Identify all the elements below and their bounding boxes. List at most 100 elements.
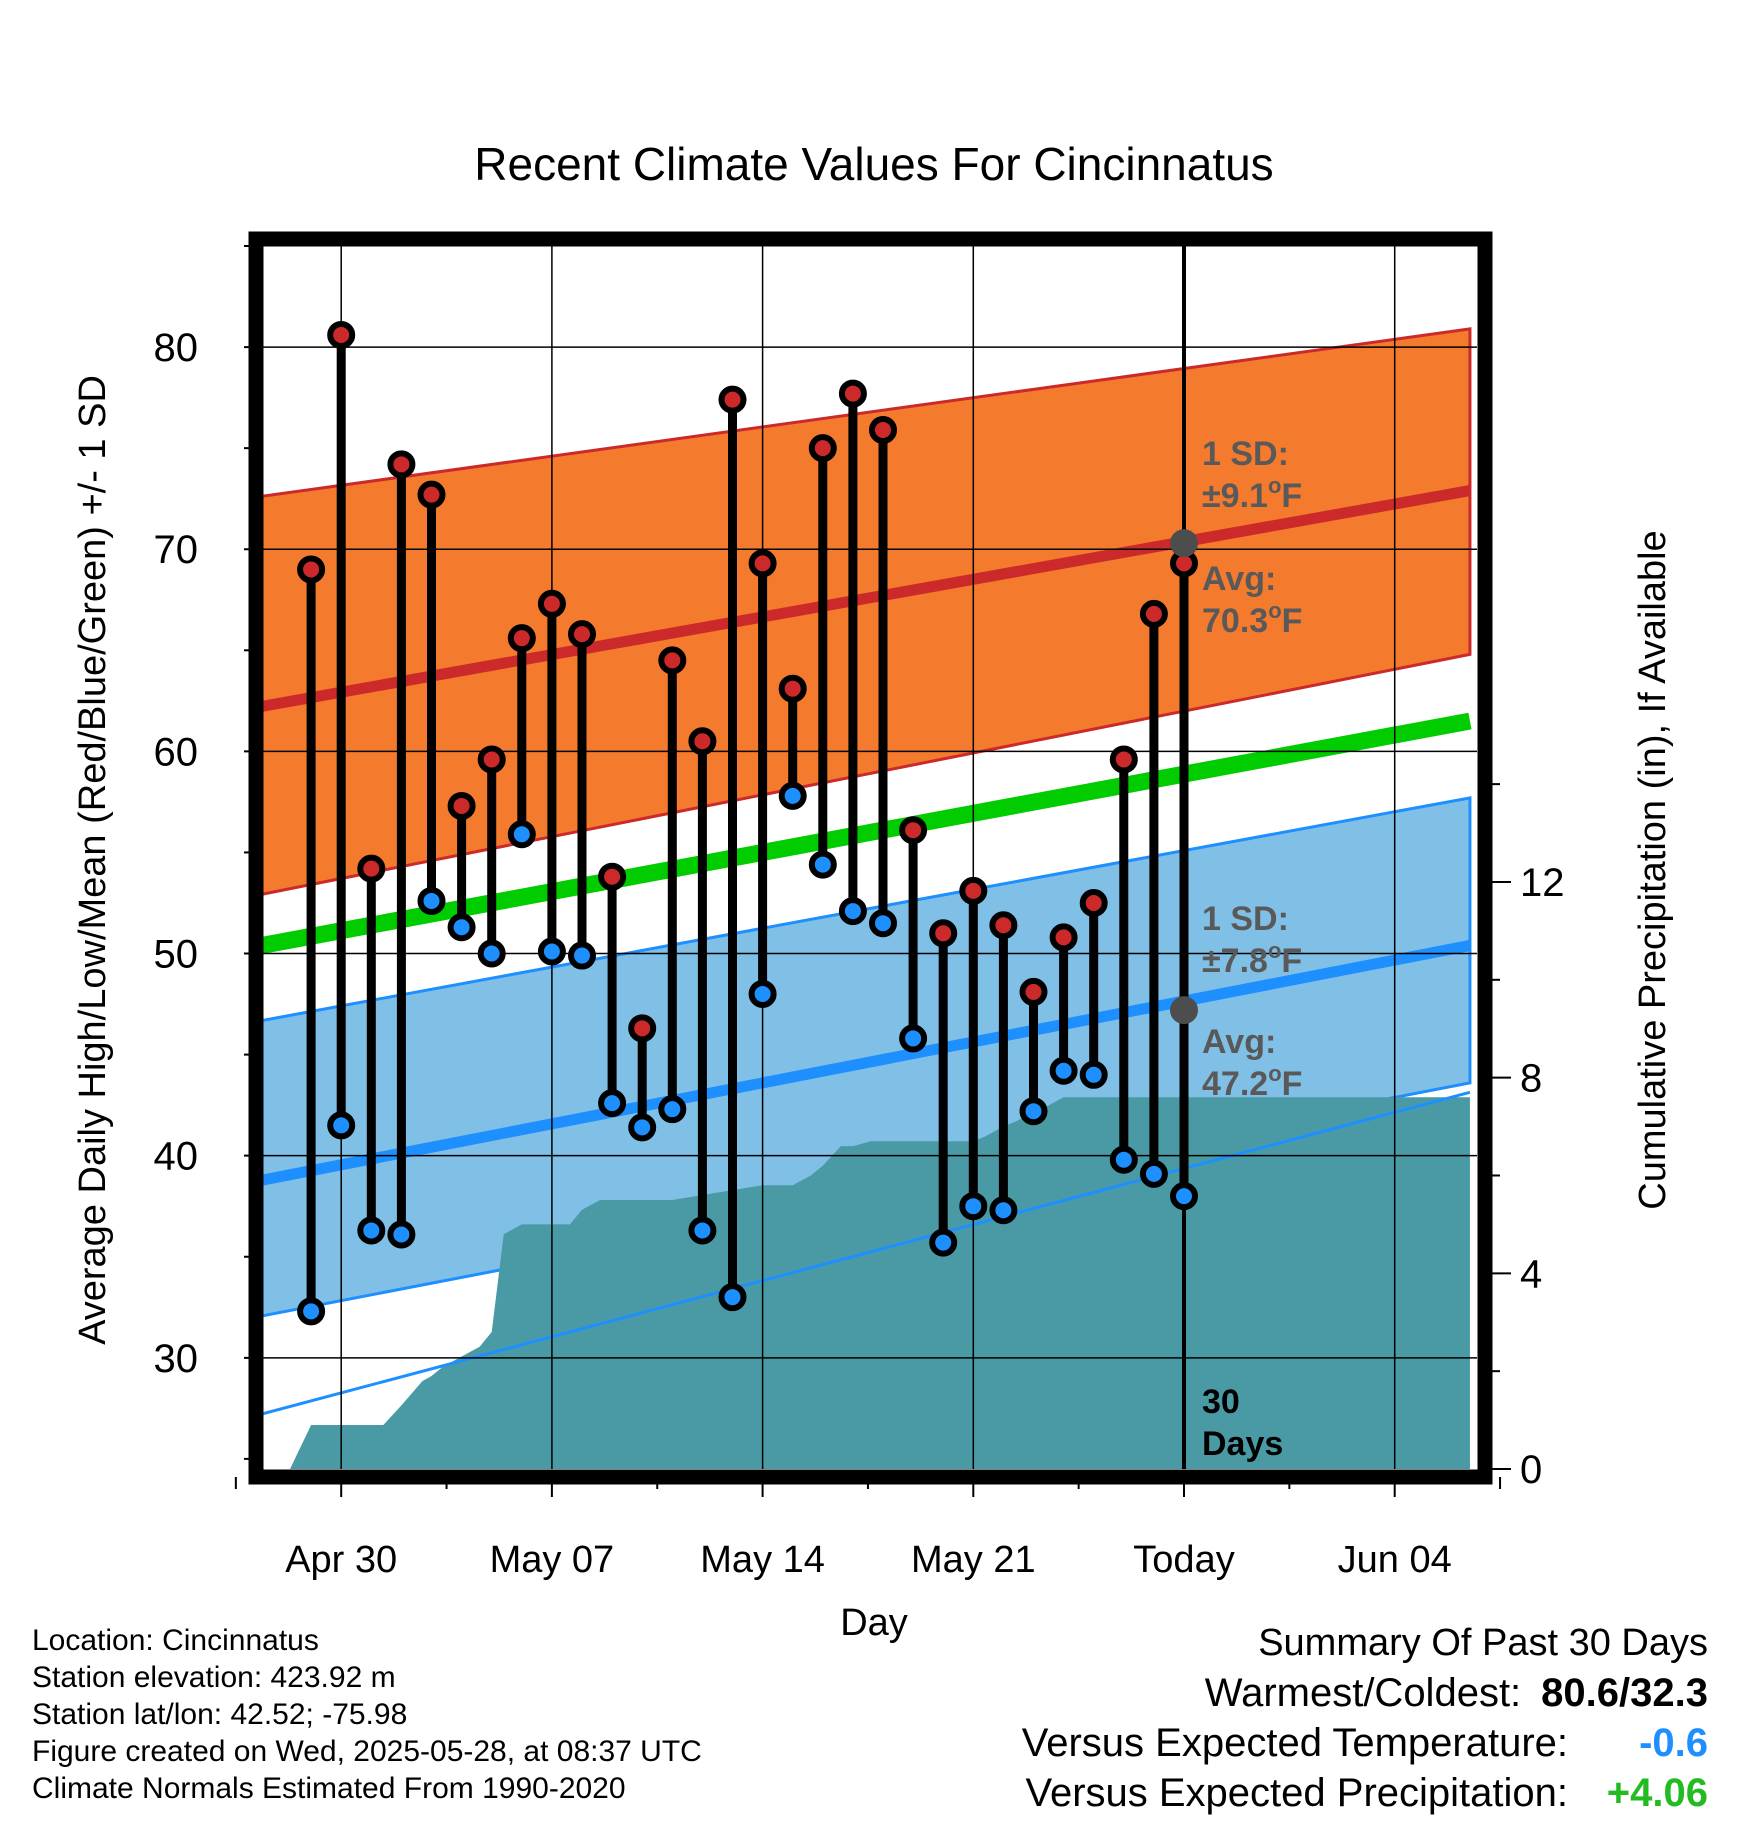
low-point: [568, 941, 596, 970]
low-point: [1170, 1182, 1198, 1211]
high-point: [748, 549, 777, 578]
high-point: [1109, 745, 1138, 774]
today-days-label: Days: [1202, 1425, 1283, 1463]
low-point: [417, 886, 446, 915]
high-sd-label-line1: 1 SD:: [1202, 435, 1289, 473]
low-point: [507, 820, 536, 849]
low-point: [838, 897, 867, 926]
high-point: [447, 791, 476, 820]
low-point: [778, 781, 807, 810]
y-axis-label-left: Average Daily High/Low/Mean (Red/Blue/Gr…: [72, 375, 114, 1345]
high-point: [568, 620, 596, 649]
low-sd-band: [263, 796, 1472, 1318]
chart-title: Recent Climate Values For Cincinnatus: [474, 138, 1273, 190]
high-point: [688, 727, 717, 756]
low-point: [387, 1220, 416, 1249]
y-left-tick-label: 50: [154, 933, 199, 977]
high-point: [899, 816, 928, 845]
y-axis-label-right: Cumulative Precipitation (in), If Availa…: [1632, 530, 1674, 1209]
low-point: [1109, 1145, 1138, 1174]
high-point: [778, 674, 807, 703]
high-point: [989, 911, 1018, 940]
low-point: [537, 937, 566, 966]
info-normals: Climate Normals Estimated From 1990-2020: [32, 1772, 626, 1805]
x-tick-label: Today: [1133, 1539, 1234, 1581]
low-point: [628, 1113, 657, 1142]
x-tick-label: Apr 30: [285, 1539, 397, 1581]
high-point: [327, 320, 356, 349]
warm-cold-label: Warmest/Coldest:: [1204, 1671, 1522, 1715]
low-point: [748, 979, 777, 1008]
low-point: [447, 913, 476, 942]
precip-label: Versus Expected Precipitation:: [1025, 1771, 1568, 1815]
high-point: [537, 589, 566, 618]
y-right-tick-label: 0: [1520, 1448, 1542, 1492]
high-sd-label-line2: ±9.1oF: [1202, 473, 1302, 515]
y-right-tick-label: 8: [1520, 1057, 1542, 1101]
high-point: [1019, 977, 1048, 1006]
x-tick-label: May 14: [700, 1539, 825, 1581]
high-point: [297, 555, 326, 584]
high-point: [1049, 923, 1078, 952]
y-right-tick-label: 12: [1520, 861, 1565, 905]
low-point: [959, 1192, 988, 1221]
low-avg-label-line1: Avg:: [1202, 1023, 1276, 1061]
high-point: [959, 876, 988, 905]
high-point: [718, 385, 747, 414]
y-left-tick-label: 80: [154, 326, 199, 370]
high-point: [808, 434, 837, 463]
high-point: [477, 745, 506, 774]
x-axis-label: Day: [840, 1602, 908, 1644]
high-point: [357, 854, 386, 883]
high-point: [387, 450, 416, 479]
high-avg-label-line2: 70.3oF: [1202, 598, 1302, 640]
high-point: [869, 415, 897, 444]
low-point: [477, 939, 506, 968]
low-point: [989, 1196, 1018, 1225]
high-sd-band: [263, 327, 1472, 896]
high-point: [1079, 888, 1108, 917]
summary-temp: Versus Expected Temperature: -0.6: [1022, 1718, 1708, 1768]
low-point: [1019, 1097, 1048, 1126]
low-point: [688, 1216, 717, 1245]
low-point: [1139, 1159, 1168, 1188]
plot-content: [263, 246, 1477, 1469]
high-point: [598, 862, 627, 891]
low-point: [357, 1216, 386, 1245]
low-point: [929, 1228, 958, 1257]
info-latlon: Station lat/lon: 42.52; -75.98: [32, 1698, 408, 1731]
low-point: [658, 1095, 687, 1124]
today-days-count: 30: [1202, 1383, 1240, 1421]
warm-cold-value: 80.6/32.3: [1541, 1671, 1708, 1715]
high-point: [929, 919, 958, 948]
low-point: [899, 1024, 928, 1053]
x-tick-label: Jun 04: [1338, 1539, 1452, 1581]
high-point: [417, 480, 446, 509]
precip-value: +4.06: [1606, 1771, 1708, 1815]
y-left-tick-label: 40: [154, 1135, 199, 1179]
high-point: [507, 624, 536, 653]
low-avg-label-line2: 47.2oF: [1202, 1061, 1302, 1103]
high-point: [658, 646, 687, 675]
low-point: [297, 1297, 326, 1326]
plot-frame: [248, 231, 1493, 1485]
low-avg-marker: [1170, 996, 1198, 1025]
high-point: [838, 379, 867, 408]
station-info: Location: Cincinnatus Station elevation:…: [32, 1622, 702, 1807]
low-sd-label-line1: 1 SD:: [1202, 900, 1289, 938]
high-avg-marker: [1170, 529, 1198, 558]
temp-value: -0.6: [1639, 1721, 1708, 1765]
low-point: [808, 850, 837, 879]
low-point: [1079, 1060, 1108, 1089]
y-left-tick-label: 60: [154, 730, 199, 774]
low-point: [869, 909, 897, 938]
low-point: [327, 1111, 356, 1140]
y-left-tick-label: 30: [154, 1337, 199, 1381]
x-tick-label: May 21: [911, 1539, 1036, 1581]
x-tick-label: May 07: [490, 1539, 615, 1581]
low-point: [718, 1283, 747, 1312]
summary-title: Summary Of Past 30 Days: [1258, 1622, 1708, 1664]
low-point: [1049, 1056, 1078, 1085]
